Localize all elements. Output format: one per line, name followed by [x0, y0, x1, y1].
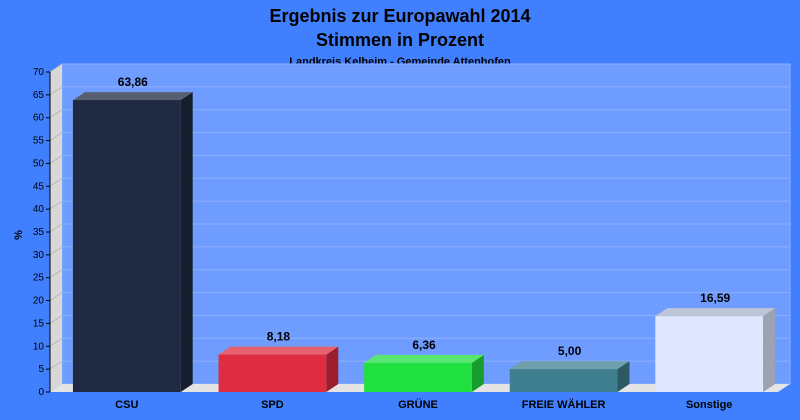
x-tick-label: GRÜNE — [398, 398, 438, 411]
bar — [218, 354, 327, 392]
grid-line-side — [49, 155, 63, 164]
x-tick-label: FREIE WÄHLER — [522, 398, 606, 411]
y-tick-label: 60 — [33, 113, 45, 124]
bar-top — [655, 308, 776, 317]
chart-title: Ergebnis zur Europawahl 2014 — [269, 6, 530, 26]
y-tick-label: 35 — [33, 227, 45, 238]
y-tick-label: 5 — [38, 364, 44, 375]
y-axis-label: % — [13, 230, 25, 240]
x-tick-label: SPD — [261, 399, 284, 411]
x-tick-label: Sonstige — [686, 399, 732, 411]
bar-value-label: 8,18 — [267, 330, 291, 344]
bar-value-label: 63,86 — [118, 75, 148, 89]
x-tick-label: CSU — [115, 399, 138, 411]
grid-line-side — [49, 200, 63, 210]
bar — [655, 316, 764, 392]
grid-line-side — [49, 109, 63, 119]
bar — [509, 369, 618, 392]
bar-top — [509, 361, 630, 370]
bar-side — [763, 308, 776, 392]
bar-top — [72, 92, 193, 101]
y-tick-label: 65 — [33, 90, 45, 101]
grid-line-side — [49, 269, 63, 279]
bar-side — [326, 346, 339, 392]
bar-value-label: 5,00 — [558, 344, 582, 358]
grid-line-side — [49, 223, 63, 233]
grid-line-side — [49, 177, 63, 187]
bar-value-label: 16,59 — [700, 291, 730, 305]
y-tick-label: 10 — [33, 341, 45, 352]
bar-side — [471, 354, 484, 392]
y-tick-label: 15 — [33, 318, 45, 329]
bar-side — [180, 92, 193, 392]
plot-area: 0 5 10 15 20 25 30 35 40 45 50 55 60 65 70 63,86 CSU 8,18… — [33, 63, 791, 411]
y-tick-label: 70 — [33, 67, 45, 78]
bar — [72, 100, 181, 392]
y-tick-label: 25 — [33, 273, 45, 284]
y-tick-label: 30 — [33, 250, 45, 261]
grid-line-side — [49, 86, 63, 96]
y-tick-label: 50 — [33, 158, 45, 169]
grid-line-side — [49, 63, 63, 73]
bar-value-label: 6,36 — [412, 338, 436, 352]
bar — [364, 362, 472, 392]
y-tick-label: 45 — [33, 181, 45, 192]
y-tick-label: 20 — [33, 296, 45, 307]
grid-line-side — [49, 132, 63, 141]
y-tick-label: 55 — [33, 136, 45, 147]
grid-line-side — [49, 337, 63, 347]
grid-line-side — [49, 360, 63, 370]
bar-top — [364, 354, 484, 363]
grid-line-side — [49, 246, 63, 256]
chart-subtitle: Stimmen in Prozent — [316, 30, 484, 50]
y-tick-label: 40 — [33, 204, 45, 215]
y-tick-label: 0 — [38, 387, 44, 398]
bar-top — [218, 346, 339, 355]
grid-line-side — [49, 315, 63, 324]
bar-side — [617, 361, 630, 392]
grid-line-side — [49, 292, 63, 301]
